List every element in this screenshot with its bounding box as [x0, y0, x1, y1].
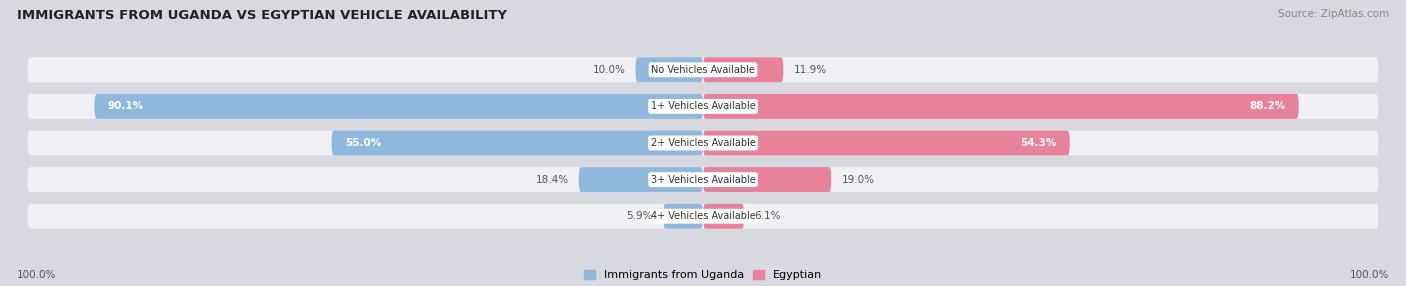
FancyBboxPatch shape	[703, 204, 744, 229]
FancyBboxPatch shape	[579, 167, 703, 192]
Text: 10.0%: 10.0%	[592, 65, 626, 75]
Text: 6.1%: 6.1%	[755, 211, 780, 221]
FancyBboxPatch shape	[703, 94, 1299, 119]
Text: 54.3%: 54.3%	[1019, 138, 1056, 148]
Text: 88.2%: 88.2%	[1249, 102, 1285, 111]
Text: 55.0%: 55.0%	[344, 138, 381, 148]
Text: IMMIGRANTS FROM UGANDA VS EGYPTIAN VEHICLE AVAILABILITY: IMMIGRANTS FROM UGANDA VS EGYPTIAN VEHIC…	[17, 9, 508, 21]
FancyBboxPatch shape	[28, 130, 1378, 156]
FancyBboxPatch shape	[703, 57, 783, 82]
Text: 11.9%: 11.9%	[793, 65, 827, 75]
FancyBboxPatch shape	[664, 204, 703, 229]
Text: 18.4%: 18.4%	[536, 175, 568, 184]
Text: 4+ Vehicles Available: 4+ Vehicles Available	[651, 211, 755, 221]
FancyBboxPatch shape	[28, 204, 1378, 229]
FancyBboxPatch shape	[94, 94, 703, 119]
Text: Source: ZipAtlas.com: Source: ZipAtlas.com	[1278, 9, 1389, 19]
FancyBboxPatch shape	[703, 130, 1070, 156]
Text: 2+ Vehicles Available: 2+ Vehicles Available	[651, 138, 755, 148]
FancyBboxPatch shape	[703, 167, 831, 192]
FancyBboxPatch shape	[28, 94, 1378, 119]
FancyBboxPatch shape	[332, 130, 703, 156]
Text: 90.1%: 90.1%	[108, 102, 143, 111]
Legend: Immigrants from Uganda, Egyptian: Immigrants from Uganda, Egyptian	[583, 270, 823, 280]
Text: 1+ Vehicles Available: 1+ Vehicles Available	[651, 102, 755, 111]
Text: 100.0%: 100.0%	[17, 270, 56, 280]
FancyBboxPatch shape	[636, 57, 703, 82]
Text: No Vehicles Available: No Vehicles Available	[651, 65, 755, 75]
Text: 100.0%: 100.0%	[1350, 270, 1389, 280]
Text: 3+ Vehicles Available: 3+ Vehicles Available	[651, 175, 755, 184]
FancyBboxPatch shape	[28, 57, 1378, 82]
Text: 19.0%: 19.0%	[841, 175, 875, 184]
FancyBboxPatch shape	[28, 167, 1378, 192]
Text: 5.9%: 5.9%	[627, 211, 652, 221]
